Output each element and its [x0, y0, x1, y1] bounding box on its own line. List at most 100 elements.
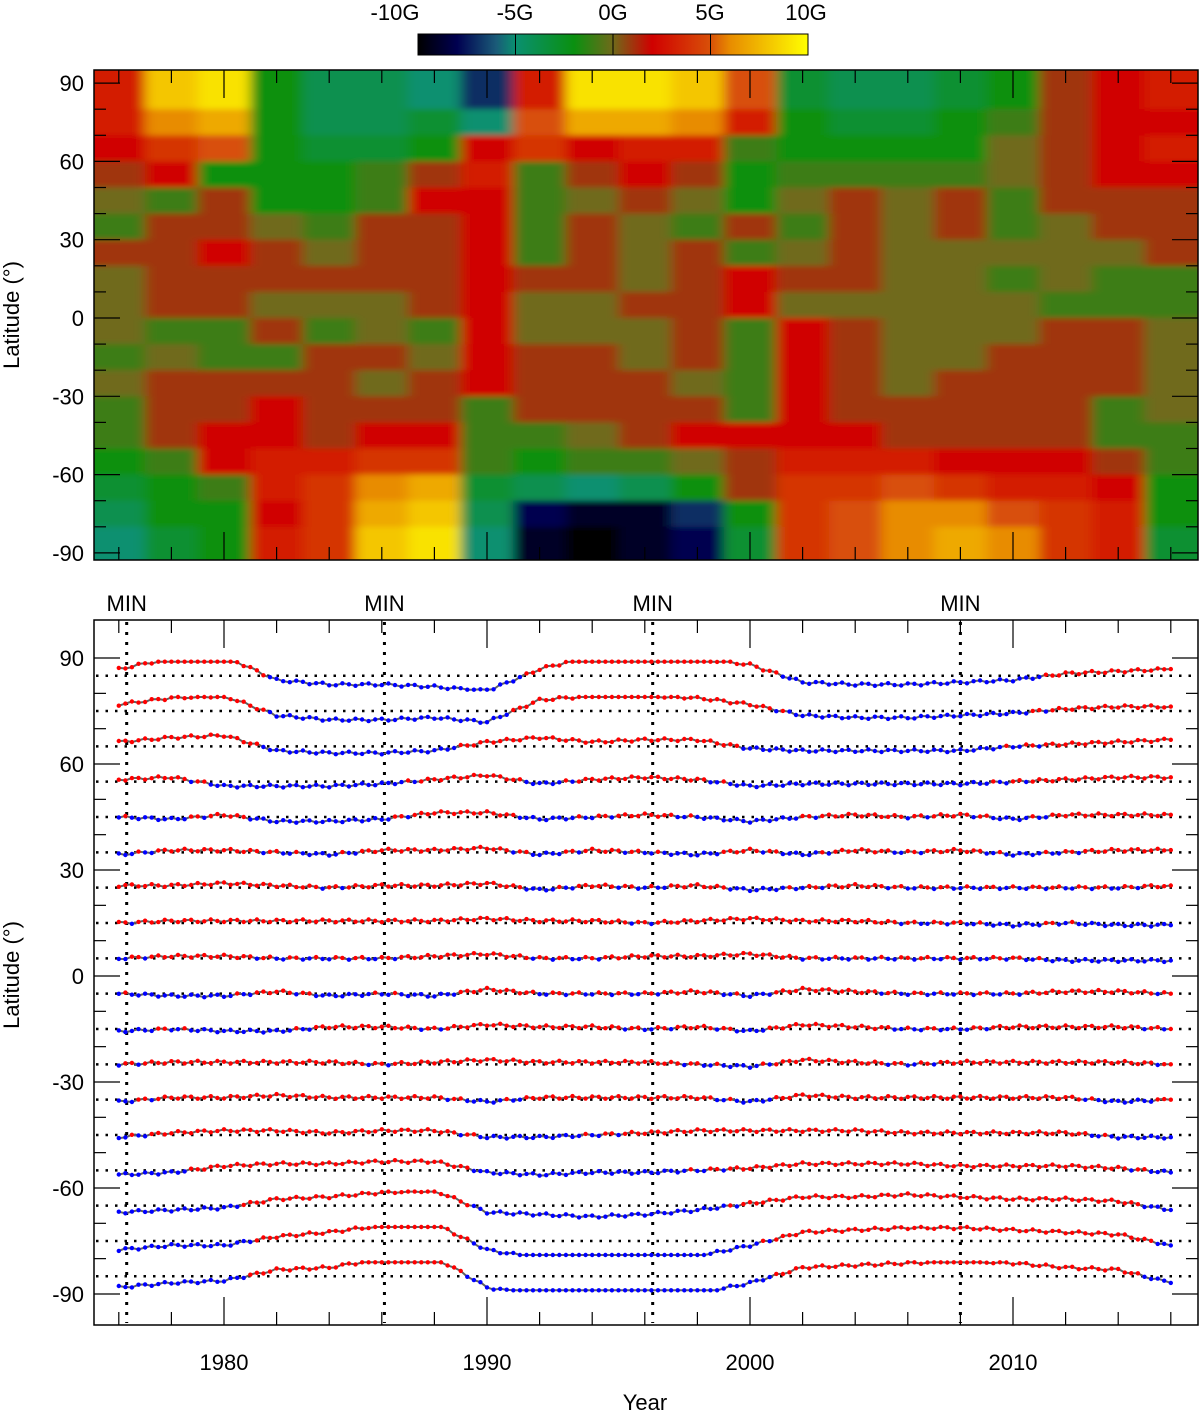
data-point — [175, 736, 181, 741]
heatmap-cell — [881, 109, 936, 137]
data-point — [175, 848, 181, 853]
data-point — [399, 715, 404, 720]
data-point — [1083, 1196, 1088, 1202]
data-point — [859, 1128, 864, 1133]
data-point — [1089, 989, 1095, 994]
data-point — [202, 882, 207, 887]
data-point — [1135, 1271, 1141, 1276]
data-point — [977, 848, 983, 854]
data-point — [747, 916, 753, 921]
data-point — [682, 1024, 687, 1029]
data-point — [313, 1024, 319, 1030]
data-point — [1102, 1024, 1108, 1030]
data-point — [557, 955, 562, 961]
heatmap-cell — [145, 265, 199, 293]
data-point — [629, 1212, 634, 1217]
data-point — [747, 888, 753, 894]
data-point — [511, 850, 516, 855]
data-point — [668, 776, 674, 782]
data-point — [1050, 1264, 1055, 1269]
data-point — [399, 954, 404, 960]
data-point — [1102, 774, 1108, 780]
heatmap-cell — [618, 135, 673, 163]
data-point — [399, 750, 404, 756]
data-point — [327, 1160, 332, 1165]
data-point — [774, 1095, 779, 1100]
data-point — [668, 812, 674, 817]
data-point — [636, 919, 641, 925]
data-point — [313, 751, 319, 756]
data-point — [918, 1096, 924, 1101]
data-point — [747, 951, 753, 956]
data-point — [438, 1260, 444, 1265]
colorbar-tick-label: 0G — [598, 0, 627, 25]
heatmap-cell — [94, 239, 147, 267]
data-point — [175, 1170, 181, 1175]
data-point — [833, 1095, 838, 1100]
data-point — [235, 698, 240, 704]
data-point — [202, 734, 207, 740]
data-point — [241, 1127, 246, 1132]
data-point — [1050, 1094, 1055, 1100]
data-point — [274, 1061, 279, 1066]
data-point — [287, 1094, 292, 1100]
data-point — [912, 1094, 917, 1099]
data-point — [221, 782, 227, 788]
data-point — [629, 1171, 634, 1176]
data-point — [622, 694, 628, 700]
data-point — [1109, 1061, 1114, 1066]
heatmap-cell — [302, 396, 357, 424]
data-point — [1089, 1061, 1095, 1066]
data-point — [517, 885, 523, 890]
data-point — [458, 883, 463, 888]
data-point — [1043, 815, 1049, 820]
data-point — [241, 1058, 246, 1064]
data-point — [1010, 679, 1016, 684]
heatmap-cell — [618, 448, 673, 476]
data-point — [1010, 1197, 1016, 1202]
data-point — [1109, 813, 1114, 819]
data-point — [1063, 990, 1068, 995]
data-point — [971, 992, 976, 998]
data-point — [188, 992, 194, 997]
data-point — [1083, 775, 1088, 780]
data-point — [149, 1131, 154, 1137]
heatmap-cell — [828, 474, 883, 502]
data-point — [465, 847, 470, 853]
data-point — [774, 1025, 779, 1030]
data-point — [471, 772, 477, 778]
data-point — [175, 919, 181, 925]
data-point — [714, 659, 720, 665]
data-point — [340, 1262, 345, 1267]
data-point — [839, 847, 845, 853]
data-point — [287, 1232, 292, 1237]
data-point — [570, 848, 575, 854]
data-point — [760, 1127, 766, 1133]
data-point — [294, 992, 299, 997]
data-point — [1050, 851, 1055, 856]
data-point — [945, 992, 950, 997]
data-point — [498, 952, 503, 957]
data-point — [1168, 812, 1174, 817]
data-point — [833, 1023, 838, 1028]
data-point — [327, 785, 332, 790]
data-point — [504, 1023, 509, 1028]
data-point — [892, 957, 897, 962]
data-point — [760, 850, 766, 855]
data-point — [281, 1093, 286, 1098]
heatmap-cell — [618, 109, 673, 137]
data-point — [208, 1094, 213, 1099]
data-point — [491, 1287, 496, 1292]
data-point — [1129, 773, 1134, 779]
data-point — [530, 886, 536, 891]
data-point — [780, 851, 786, 857]
data-point — [1168, 1207, 1174, 1213]
data-point — [964, 991, 970, 996]
data-point — [517, 1022, 523, 1028]
data-point — [629, 884, 634, 889]
data-point — [142, 918, 148, 923]
data-point — [754, 784, 759, 790]
data-point — [366, 885, 371, 890]
heatmap-cell — [197, 474, 252, 502]
data-point — [879, 848, 884, 854]
